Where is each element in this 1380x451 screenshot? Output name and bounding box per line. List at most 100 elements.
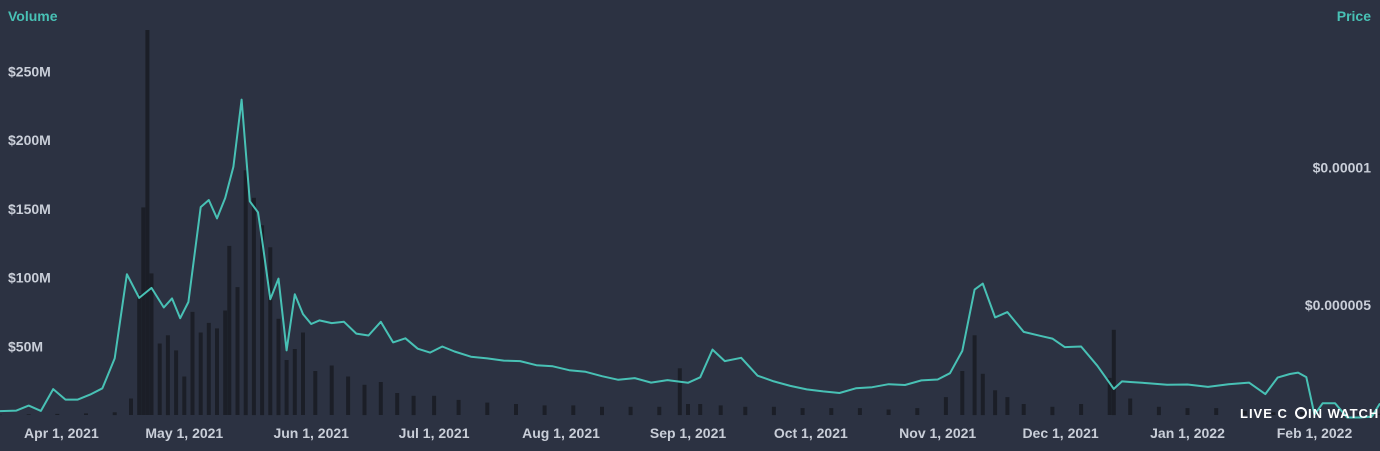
volume-bar <box>628 406 633 416</box>
left-axis-title: Volume <box>8 8 58 24</box>
volume-bar <box>411 395 416 416</box>
volume-bar <box>313 371 318 415</box>
left-axis-ticks: $50M $100M $150M $200M $250M <box>8 63 51 354</box>
volume-bars-group <box>0 30 1380 416</box>
volume-bar <box>26 414 31 415</box>
volume-bar <box>141 207 146 415</box>
volume-bar <box>1214 408 1219 415</box>
right-axis-title: Price <box>1337 8 1371 24</box>
right-axis-ticks: $0.000005 $0.00001 <box>1305 160 1371 314</box>
volume-bar <box>1021 404 1026 415</box>
volume-bar <box>993 390 998 416</box>
volume-bar <box>145 30 150 415</box>
watermark-live: LIVE C <box>1240 406 1288 421</box>
x-axis-tick-label: May 1, 2021 <box>145 425 223 441</box>
coin-icon <box>1295 407 1307 419</box>
volume-bar <box>771 406 776 416</box>
volume-bar <box>1128 398 1133 415</box>
volume-bar <box>112 412 117 416</box>
volume-bar <box>456 399 461 415</box>
volume-bar <box>149 273 154 415</box>
volume-bar <box>190 311 195 415</box>
live-coin-watch-logo: LIVE C IN WATCH <box>1240 406 1379 421</box>
volume-bar <box>657 406 662 416</box>
volume-bar <box>677 368 682 416</box>
volume-bar <box>432 395 437 416</box>
volume-bar <box>251 197 256 416</box>
volume-bar <box>215 328 219 415</box>
volume-bar <box>1242 410 1247 415</box>
volume-bar <box>165 335 170 416</box>
volume-bar <box>857 408 862 415</box>
volume-bar <box>292 349 297 415</box>
volume-bar <box>686 404 690 415</box>
volume-bar <box>972 335 977 416</box>
x-axis-tick-label: Sep 1, 2021 <box>650 425 726 441</box>
volume-bar <box>198 332 203 415</box>
volume-bar <box>157 343 162 415</box>
volume-bar <box>1271 412 1276 416</box>
left-axis-tick-label: $200M <box>8 132 51 148</box>
volume-bar <box>1156 406 1161 416</box>
volume-bar <box>1005 397 1010 415</box>
volume-bar <box>276 318 281 416</box>
volume-bar <box>227 245 232 415</box>
x-axis-tick-label: Dec 1, 2021 <box>1022 425 1098 441</box>
volume-bar <box>743 406 748 416</box>
x-axis-tick-label: Jun 1, 2021 <box>273 425 349 441</box>
volume-bar <box>129 398 133 415</box>
volume-bar <box>571 405 576 415</box>
volume-bar <box>698 404 703 415</box>
volume-bar <box>1079 404 1084 415</box>
volume-bar <box>268 247 273 416</box>
volume-bar <box>886 409 891 415</box>
volume-bar <box>1111 329 1116 416</box>
volume-bar <box>1107 377 1112 415</box>
watermark-in-watch: IN WATCH <box>1308 406 1379 421</box>
volume-bar <box>1185 408 1190 415</box>
volume-bar <box>1378 413 1380 415</box>
volume-bar <box>542 405 547 415</box>
x-axis-tick-label: Jan 1, 2022 <box>1150 425 1225 441</box>
volume-bar <box>137 294 142 415</box>
volume-bar <box>284 360 289 415</box>
left-axis-tick-label: $50M <box>8 338 43 354</box>
volume-bar <box>235 287 240 415</box>
x-axis-ticks: Apr 1, 2021 May 1, 2021 Jun 1, 2021 Jul 1, … <box>24 425 1352 441</box>
volume-bar <box>223 310 228 415</box>
left-axis-tick-label: $100M <box>8 270 51 286</box>
volume-bar <box>378 382 383 415</box>
volume-bar <box>718 405 723 415</box>
volume-bar <box>960 371 965 415</box>
volume-bar <box>600 406 604 416</box>
volume-bar <box>485 402 490 415</box>
volume-bar <box>243 170 248 416</box>
volume-bar <box>55 413 60 415</box>
x-axis-tick-label: Apr 1, 2021 <box>24 425 99 441</box>
volume-bar <box>915 408 920 415</box>
x-axis-tick-label: Nov 1, 2021 <box>899 425 976 441</box>
volume-bar <box>182 376 187 415</box>
left-axis-tick-label: $150M <box>8 201 51 217</box>
price-line <box>0 98 1380 419</box>
left-axis-tick-label: $250M <box>8 63 51 79</box>
volume-bar <box>1300 412 1305 416</box>
right-axis-tick-label: $0.000005 <box>1305 297 1371 313</box>
volume-bar <box>329 365 334 415</box>
volume-bar <box>1050 406 1055 416</box>
x-axis-tick-label: Oct 1, 2021 <box>774 425 848 441</box>
right-axis-tick-label: $0.00001 <box>1313 160 1372 176</box>
volume-bar <box>943 397 948 415</box>
volume-bar <box>980 373 985 416</box>
x-axis-tick-label: Aug 1, 2021 <box>522 425 600 441</box>
volume-bar <box>362 384 367 416</box>
volume-bar <box>829 408 834 415</box>
volume-bar <box>174 350 179 415</box>
volume-bar <box>800 408 805 415</box>
volume-bar <box>346 376 351 415</box>
volume-bar <box>260 225 265 416</box>
x-axis-tick-label: Feb 1, 2022 <box>1277 425 1353 441</box>
volume-bar <box>206 322 211 415</box>
volume-bar <box>1357 413 1362 415</box>
